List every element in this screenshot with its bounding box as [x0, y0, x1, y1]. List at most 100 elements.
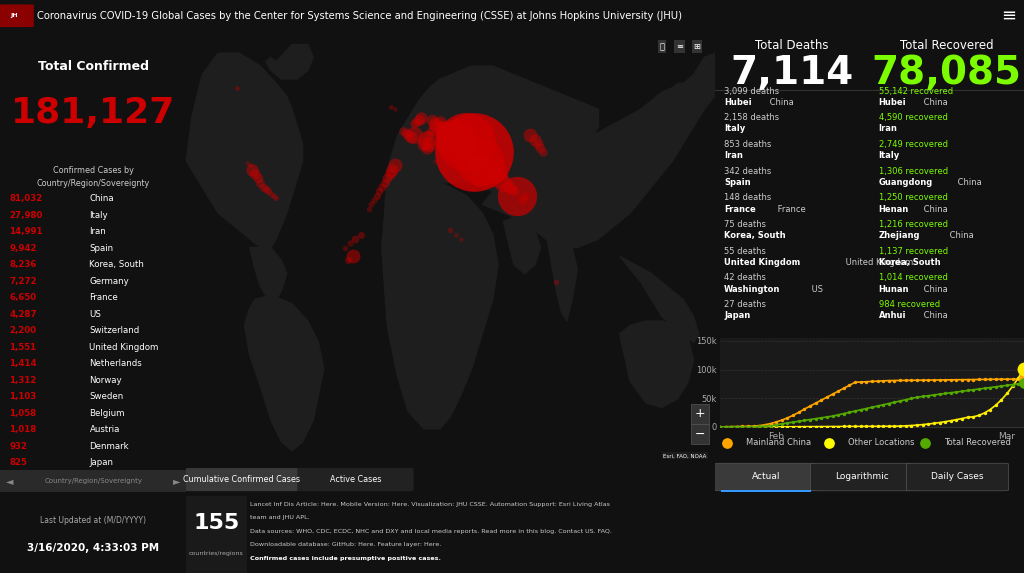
Point	[411, 116, 427, 125]
Point	[424, 126, 440, 135]
Point	[916, 438, 933, 447]
Text: Confirmed cases include presumptive positive cases.: Confirmed cases include presumptive posi…	[250, 556, 440, 561]
Point	[903, 421, 920, 430]
FancyBboxPatch shape	[297, 468, 414, 491]
Text: United Kingdom: United Kingdom	[724, 258, 801, 267]
Point	[419, 144, 435, 153]
Point	[414, 113, 430, 123]
Point	[836, 384, 852, 393]
Point	[813, 422, 829, 431]
Point	[847, 422, 863, 431]
Text: Esri, FAO, NOAA: Esri, FAO, NOAA	[664, 453, 707, 458]
Point	[932, 418, 948, 427]
FancyBboxPatch shape	[0, 5, 34, 27]
Point	[739, 422, 756, 431]
Point	[360, 204, 377, 213]
Point	[797, 416, 813, 425]
Point	[734, 422, 751, 431]
Point	[874, 376, 891, 386]
Point	[239, 159, 255, 168]
Point	[757, 422, 773, 431]
Text: Iran: Iran	[724, 151, 742, 160]
Point	[824, 390, 841, 399]
FancyBboxPatch shape	[811, 463, 912, 491]
Point	[987, 382, 1004, 391]
Point	[779, 422, 796, 431]
Text: JH: JH	[10, 13, 18, 18]
Polygon shape	[245, 295, 324, 450]
Point	[535, 148, 551, 157]
Point	[242, 161, 258, 170]
Point	[824, 411, 841, 421]
Point	[762, 419, 778, 428]
Point	[942, 416, 958, 425]
Point	[869, 376, 886, 386]
Text: Mainland China: Mainland China	[745, 438, 811, 447]
Point	[260, 187, 276, 196]
Point	[382, 170, 398, 179]
Point	[977, 375, 993, 384]
Point	[397, 128, 414, 138]
Point	[959, 386, 976, 395]
Point	[797, 405, 813, 414]
Point	[999, 375, 1016, 384]
Point	[920, 391, 936, 401]
Point	[903, 376, 920, 385]
Point	[874, 400, 891, 409]
Text: United Kingdom: United Kingdom	[89, 343, 159, 352]
Text: 342 deaths: 342 deaths	[724, 167, 771, 176]
Text: Italy: Italy	[89, 211, 109, 220]
Point	[858, 377, 874, 386]
Point	[728, 422, 744, 431]
Text: ►: ►	[173, 476, 181, 486]
Point	[954, 414, 971, 423]
Point	[424, 116, 440, 125]
Point	[829, 410, 846, 419]
Text: China: China	[89, 194, 114, 203]
Text: 78,085: 78,085	[871, 54, 1022, 92]
Point	[439, 131, 456, 140]
Point	[427, 120, 443, 129]
Point	[802, 402, 818, 411]
Point	[881, 399, 897, 408]
Point	[257, 185, 273, 194]
Text: 148 deaths: 148 deaths	[724, 194, 771, 202]
Text: ≡: ≡	[676, 42, 683, 51]
Point	[836, 422, 852, 431]
Point	[484, 165, 501, 174]
Point	[954, 375, 971, 384]
Point	[881, 376, 897, 385]
Text: Lancet Inf Dis Article: Here. Mobile Version: Here. Visualization: JHU CSSE. Aut: Lancet Inf Dis Article: Here. Mobile Ver…	[250, 502, 609, 507]
Point	[807, 399, 823, 408]
Point	[728, 422, 744, 431]
Point	[858, 422, 874, 431]
Point	[774, 415, 791, 425]
Text: China: China	[922, 205, 948, 214]
Point	[506, 187, 522, 196]
Text: Austria: Austria	[89, 425, 120, 434]
Text: Spain: Spain	[724, 178, 751, 187]
Point	[1016, 364, 1024, 373]
Point	[1005, 382, 1021, 391]
Point	[268, 193, 285, 202]
Point	[427, 156, 443, 166]
Point	[252, 178, 268, 187]
Text: 55,142 recovered: 55,142 recovered	[879, 87, 952, 96]
Text: China: China	[922, 311, 948, 320]
Text: 1,551: 1,551	[9, 343, 37, 352]
Point	[1005, 375, 1021, 384]
Text: 2,749 recovered: 2,749 recovered	[879, 140, 947, 149]
Text: 27,980: 27,980	[9, 211, 43, 220]
Text: 1,103: 1,103	[9, 393, 37, 401]
Polygon shape	[620, 256, 699, 343]
Point	[982, 405, 998, 414]
Text: Hunan: Hunan	[879, 285, 909, 293]
Text: 4,590 recovered: 4,590 recovered	[879, 113, 947, 123]
Point	[1010, 379, 1024, 388]
Text: ◄: ◄	[5, 476, 13, 486]
Point	[971, 375, 987, 384]
Text: Logarithmic: Logarithmic	[835, 472, 889, 481]
Point	[757, 420, 773, 429]
Point	[441, 226, 458, 235]
Point	[1016, 374, 1024, 383]
